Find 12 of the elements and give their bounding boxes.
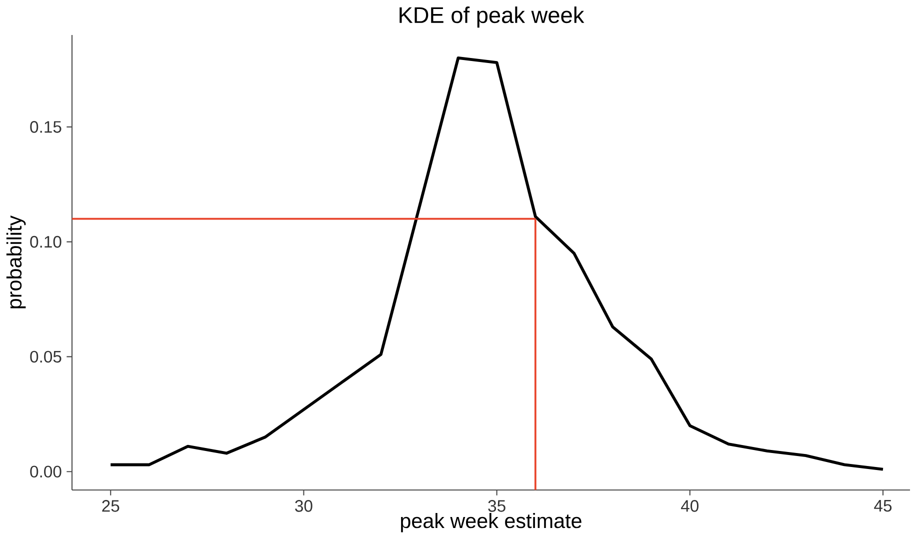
x-tick-label: 25	[102, 500, 120, 512]
y-tick-label: 0.10	[30, 236, 62, 248]
x-axis-title: peak week estimate	[401, 513, 582, 532]
y-axis-title: probability	[6, 215, 26, 308]
x-tick-label: 30	[295, 500, 312, 512]
x-tick-label: 35	[488, 500, 506, 512]
y-tick-label: 0.15	[30, 121, 62, 133]
x-tick-label: 40	[680, 500, 699, 512]
y-tick-label: 0.05	[30, 350, 62, 363]
x-tick-label: 45	[874, 500, 892, 512]
y-tick-label: 0.00	[30, 466, 62, 478]
chart-title: KDE of peak week	[400, 6, 584, 28]
